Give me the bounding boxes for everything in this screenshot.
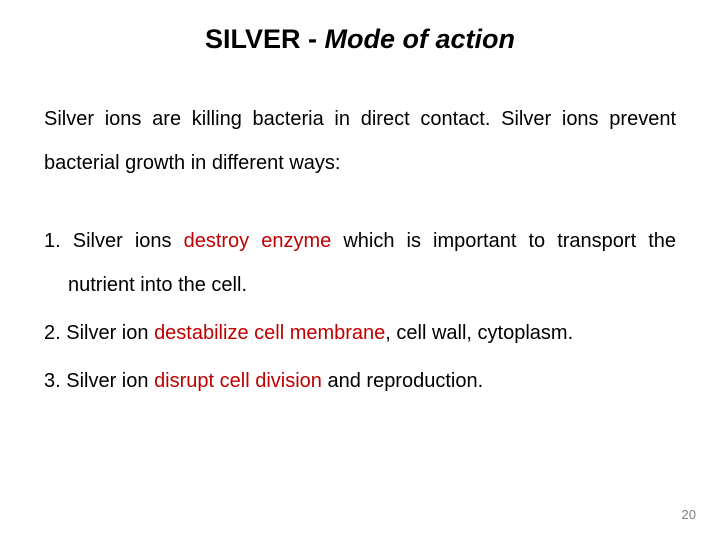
page-number: 20 [682, 507, 696, 522]
title-sep: - [301, 24, 325, 54]
slide-title: SILVER - Mode of action [44, 24, 676, 55]
list-item: 1. Silver ions destroy enzyme which is i… [44, 219, 676, 307]
list-item: 3. Silver ion disrupt cell division and … [44, 359, 676, 403]
list-text-accent: destabilize cell membrane [154, 322, 385, 344]
list-number: 3. [44, 370, 61, 392]
list-text-pre: Silver ions [61, 230, 184, 252]
list-text-post: and reproduction. [322, 370, 483, 392]
slide: SILVER - Mode of action Silver ions are … [0, 0, 720, 540]
intro-paragraph: Silver ions are killing bacteria in dire… [44, 97, 676, 185]
list-text-post: , cell wall, cytoplasm. [385, 322, 573, 344]
list-item: 2. Silver ion destabilize cell membrane,… [44, 311, 676, 355]
list-text-pre: Silver ion [61, 370, 154, 392]
list-text-accent: disrupt cell division [154, 370, 322, 392]
title-plain: SILVER [205, 24, 301, 54]
ordered-list: 1. Silver ions destroy enzyme which is i… [44, 219, 676, 403]
list-text-accent: destroy enzyme [184, 230, 332, 252]
list-number: 1. [44, 230, 61, 252]
list-text-pre: Silver ion [61, 322, 154, 344]
title-italic: Mode of action [325, 24, 516, 54]
list-number: 2. [44, 322, 61, 344]
